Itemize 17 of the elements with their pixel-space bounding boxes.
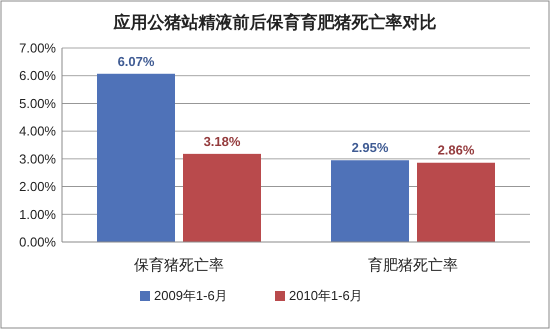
data-label: 3.18% xyxy=(204,134,241,149)
y-tick-label: 1.00% xyxy=(19,206,56,222)
y-tick-label: 3.00% xyxy=(19,151,56,166)
y-tick-label: 2.00% xyxy=(19,179,56,194)
y-tick-label: 7.00% xyxy=(19,40,56,56)
y-tick-label: 6.00% xyxy=(19,68,56,84)
chart-title: 应用公猪站精液前后保育育肥猪死亡率对比 xyxy=(112,12,436,32)
legend-label: 2009年1-6月 xyxy=(154,288,228,303)
y-tick-label: 5.00% xyxy=(19,96,56,111)
data-label: 6.07% xyxy=(118,54,155,69)
data-label: 2.95% xyxy=(352,140,389,156)
y-tick-label: 4.00% xyxy=(19,124,56,139)
x-tick-label: 育肥猪死亡率 xyxy=(368,257,458,274)
legend-label: 2010年1-6月 xyxy=(289,288,363,303)
data-label: 2.86% xyxy=(438,142,475,158)
y-tick-label: 0.00% xyxy=(19,234,56,250)
x-tick-label: 保育猪死亡率 xyxy=(134,257,224,274)
